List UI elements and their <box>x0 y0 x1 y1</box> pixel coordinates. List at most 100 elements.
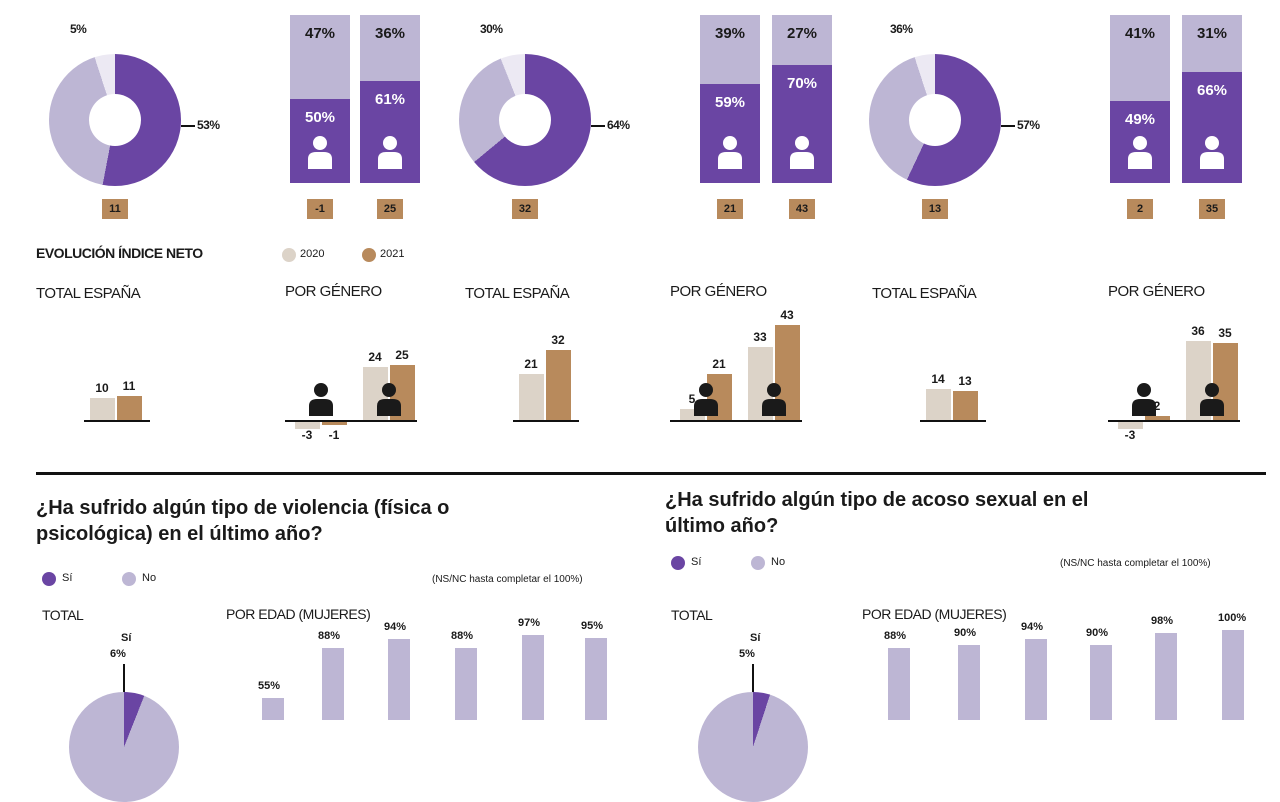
men-value: 33 <box>753 330 767 345</box>
total-bar-2020 <box>519 373 544 420</box>
age-bar <box>262 697 284 720</box>
legend-label-2021: 2021 <box>380 248 405 260</box>
total-yes-label: Sí <box>121 632 132 644</box>
legend-swatch-yes <box>42 572 56 586</box>
no-segment <box>290 15 350 99</box>
por-genero-label: POR GÉNERO <box>1108 283 1205 300</box>
legend-swatch-2020 <box>282 248 296 262</box>
legend-label-no: No <box>142 572 157 584</box>
gender-stacked-bar-men: 36% 61% <box>360 15 420 183</box>
net-index-badge: 43 <box>789 199 815 219</box>
man-icon <box>376 135 404 169</box>
age-label: POR EDAD (MUJERES) <box>862 606 1007 622</box>
women-value: 21 <box>712 356 726 371</box>
total-bar-2021 <box>117 395 142 420</box>
no-pct-label: 27% <box>786 25 818 42</box>
women-bar-2020 <box>295 422 320 429</box>
age-bar <box>888 648 910 720</box>
women-bar-2021 <box>322 422 347 425</box>
age-bar <box>1025 639 1047 720</box>
men-value: 35 <box>1218 326 1232 340</box>
women-value: 2 <box>1153 398 1161 413</box>
men-value: 24 <box>368 350 382 365</box>
age-bar-value: 88% <box>884 630 907 642</box>
baseline <box>670 420 802 422</box>
woman-icon <box>692 382 720 416</box>
baseline <box>84 420 150 422</box>
woman-icon <box>716 135 744 169</box>
donut-main-label: 57% <box>1017 118 1040 132</box>
no-segment <box>360 15 420 81</box>
age-bar-value: 88% <box>318 630 341 642</box>
total-value: 32 <box>551 332 565 347</box>
violence-question-title: ¿Ha sufrido algún tipo de violencia (fís… <box>36 497 450 545</box>
women-value: -3 <box>301 428 313 442</box>
total-yes-value: 5% <box>739 648 755 660</box>
baseline <box>1108 420 1240 422</box>
total-value: 10 <box>95 381 109 395</box>
men-value: 25 <box>395 348 409 362</box>
no-segment <box>1110 15 1170 101</box>
net-index-badge: 25 <box>377 199 403 219</box>
men-value: 43 <box>780 308 794 323</box>
men-value: 36 <box>1191 323 1205 338</box>
age-bar-value: 94% <box>384 621 407 633</box>
no-segment <box>700 15 760 84</box>
baseline <box>513 420 579 422</box>
no-pct-label: 47% <box>304 25 336 42</box>
total-espana-label: TOTAL ESPAÑA <box>36 285 141 302</box>
gender-stacked-bar-women: 39% 59% <box>700 15 760 183</box>
age-bar <box>585 637 607 720</box>
woman-icon <box>1130 382 1158 416</box>
age-bar <box>322 648 344 720</box>
donut-hole <box>499 94 551 146</box>
total-value: 14 <box>931 372 945 387</box>
legend-label-2020: 2020 <box>300 248 325 260</box>
no-segment <box>772 15 832 66</box>
net-index-badge: 2 <box>1127 199 1153 219</box>
net-index-badge: 32 <box>512 199 538 219</box>
man-icon <box>788 135 816 169</box>
women-bar-2021 <box>1145 415 1170 420</box>
women-value: -1 <box>328 428 340 442</box>
age-bar <box>522 634 544 720</box>
leader-line <box>1001 125 1015 127</box>
leader-line <box>591 125 605 127</box>
man-icon <box>1198 135 1226 169</box>
total-value: 11 <box>122 378 136 393</box>
gender-stacked-bar-men: 31% 66% <box>1182 15 1242 183</box>
age-bar <box>1155 633 1177 720</box>
total-value: 21 <box>524 356 538 371</box>
total-bar-2020 <box>926 389 951 420</box>
women-bar-2020 <box>680 409 705 420</box>
leader-line <box>752 664 754 694</box>
donut-chart <box>49 54 181 186</box>
total-pie <box>69 692 179 802</box>
donut-hole <box>909 94 961 146</box>
no-segment <box>1182 15 1242 73</box>
woman-icon <box>306 135 334 169</box>
donut-side-label: 30% <box>480 22 503 36</box>
total-yes-label: Sí <box>750 632 761 644</box>
leader-line <box>181 125 195 127</box>
age-bar-value: 55% <box>258 679 281 692</box>
no-pct-label: 36% <box>374 25 406 42</box>
legend-label-no: No <box>771 556 786 568</box>
women-value: 5 <box>688 392 696 406</box>
section-divider <box>36 472 1266 475</box>
man-icon <box>1198 382 1226 416</box>
note: (NS/NC hasta completar el 100%) <box>432 574 583 585</box>
age-bar <box>1090 645 1112 720</box>
legend-swatch-no <box>122 572 136 586</box>
net-index-title: Evolución índice neto <box>36 245 203 261</box>
donut-hole <box>89 94 141 146</box>
legend-swatch-2021 <box>362 248 376 262</box>
age-bar-value: 100% <box>1218 612 1247 624</box>
donut-side-label: 36% <box>890 22 913 36</box>
note: (NS/NC hasta completar el 100%) <box>1060 558 1211 569</box>
donut-side-label: 5% <box>70 22 87 36</box>
age-bar-value: 98% <box>1151 615 1174 627</box>
age-bar-value: 94% <box>1021 621 1044 633</box>
age-label: POR EDAD (MUJERES) <box>226 606 371 622</box>
no-pct-label: 39% <box>714 25 746 42</box>
